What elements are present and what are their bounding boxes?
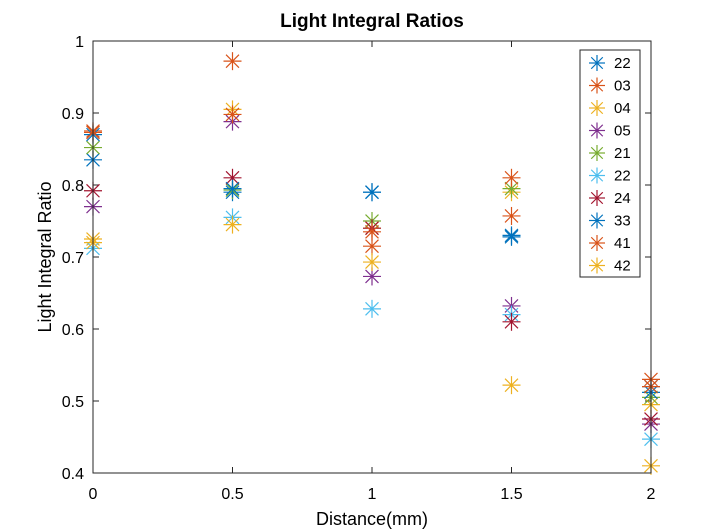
y-tick-label: 0.4 bbox=[62, 466, 84, 483]
y-tick-label: 0.9 bbox=[62, 106, 84, 123]
y-tick-label: 0.6 bbox=[62, 322, 84, 339]
legend: 22 03 04 05 21 22 24 33 41 42 bbox=[579, 49, 641, 278]
y-tick-label: 0.8 bbox=[62, 178, 84, 195]
legend-entry: 42 bbox=[614, 258, 631, 275]
legend-marker bbox=[589, 190, 605, 206]
data-point bbox=[223, 168, 242, 187]
data-point bbox=[502, 168, 521, 187]
legend-marker bbox=[589, 77, 605, 94]
y-tick-label: 1 bbox=[75, 34, 84, 51]
legend-entry: 41 bbox=[614, 235, 631, 252]
y-tick-label: 0.7 bbox=[62, 250, 84, 267]
data-point bbox=[223, 215, 242, 234]
legend-marker bbox=[589, 235, 605, 251]
data-point bbox=[223, 105, 242, 124]
legend-entry: 21 bbox=[614, 145, 631, 162]
legend-entry: 22 bbox=[614, 55, 631, 72]
legend-marker bbox=[589, 167, 605, 184]
data-point bbox=[223, 52, 242, 71]
legend-marker bbox=[589, 122, 605, 139]
data-point bbox=[502, 312, 521, 331]
x-tick-label: 1.5 bbox=[500, 486, 522, 503]
legend-marker bbox=[589, 257, 605, 274]
legend-marker bbox=[589, 212, 605, 229]
legend-entry: 03 bbox=[614, 78, 631, 95]
data-point bbox=[502, 206, 521, 225]
data-point bbox=[502, 227, 521, 246]
data-point bbox=[223, 179, 242, 198]
data-point bbox=[363, 183, 381, 202]
plot-frame bbox=[92, 40, 652, 474]
axis-ticks: 0 0.5 1 1.5 2 0.4 0.5 0.6 0.7 0.8 0.9 1 bbox=[62, 34, 656, 503]
legend-entry: 05 bbox=[614, 123, 631, 140]
y-axis-label: Light Integral Ratio bbox=[35, 181, 55, 332]
legend-marker bbox=[589, 145, 605, 161]
legend-marker bbox=[589, 55, 605, 71]
x-tick-label: 1 bbox=[368, 486, 377, 503]
data-point bbox=[502, 376, 521, 395]
legend-entry: 22 bbox=[614, 168, 631, 185]
x-tick-label: 0 bbox=[89, 486, 98, 503]
data-point bbox=[363, 253, 381, 272]
data-point bbox=[363, 237, 381, 256]
y-tick-label: 0.5 bbox=[62, 394, 84, 411]
legend-box bbox=[579, 49, 641, 278]
legend-entry: 04 bbox=[614, 100, 631, 117]
data-point bbox=[363, 299, 381, 318]
x-tick-label: 0.5 bbox=[221, 486, 243, 503]
data-point bbox=[363, 222, 381, 241]
legend-entry: 24 bbox=[614, 190, 631, 207]
legend-entry: 33 bbox=[614, 213, 631, 230]
x-axis-label: Distance(mm) bbox=[316, 509, 428, 529]
chart-title: Light Integral Ratios bbox=[280, 11, 464, 32]
legend-marker bbox=[589, 100, 605, 116]
x-tick-label: 2 bbox=[647, 486, 656, 503]
